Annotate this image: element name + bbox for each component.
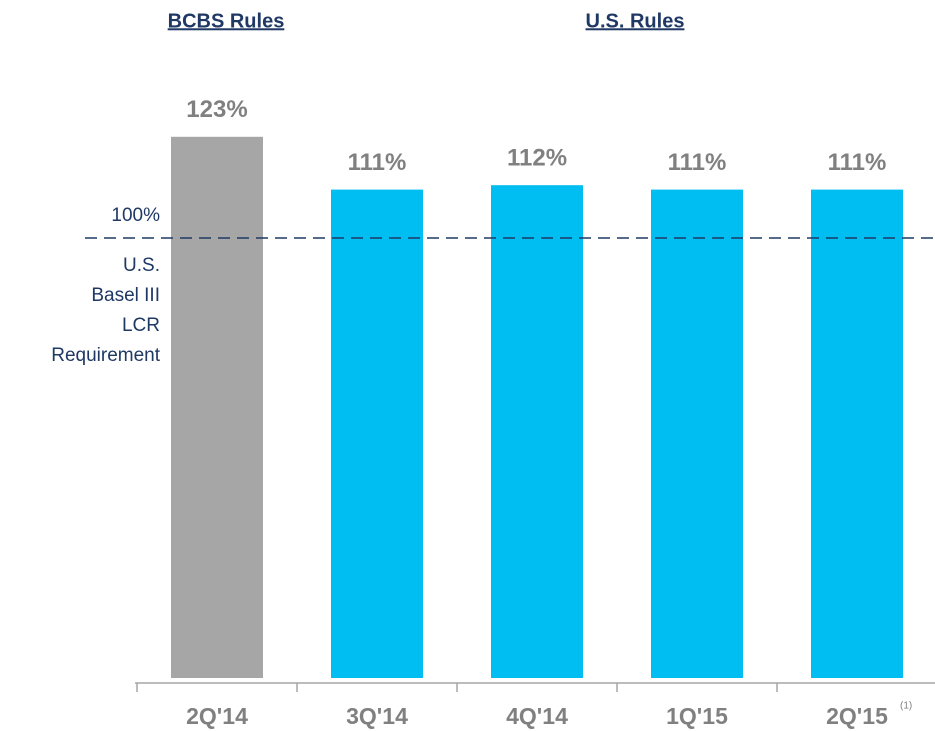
x-tick-label: 2Q'14 xyxy=(186,703,248,729)
bar xyxy=(651,189,743,678)
x-tick-label: 1Q'15 xyxy=(666,703,728,729)
reference-text: LCR xyxy=(122,315,160,336)
bar xyxy=(331,189,423,678)
value-label: 111% xyxy=(348,149,407,176)
group-header: U.S. Rules xyxy=(586,10,685,32)
value-label: 111% xyxy=(668,149,727,176)
x-tick-label: 4Q'14 xyxy=(506,703,568,729)
x-tick-label: 3Q'14 xyxy=(346,703,408,729)
reference-text: Basel III xyxy=(91,285,160,306)
bar xyxy=(811,189,903,678)
bar xyxy=(491,185,583,678)
x-tick-label: 2Q'15 xyxy=(826,703,888,729)
value-label: 123% xyxy=(186,96,247,123)
reference-label: 100% xyxy=(111,205,160,226)
reference-text: U.S. xyxy=(123,255,160,276)
value-label: 112% xyxy=(507,145,567,172)
reference-text: Requirement xyxy=(51,345,160,366)
group-header: BCBS Rules xyxy=(168,10,285,32)
value-label: 111% xyxy=(828,149,887,176)
footnote-marker: (1) xyxy=(900,701,912,712)
bar xyxy=(171,136,263,679)
